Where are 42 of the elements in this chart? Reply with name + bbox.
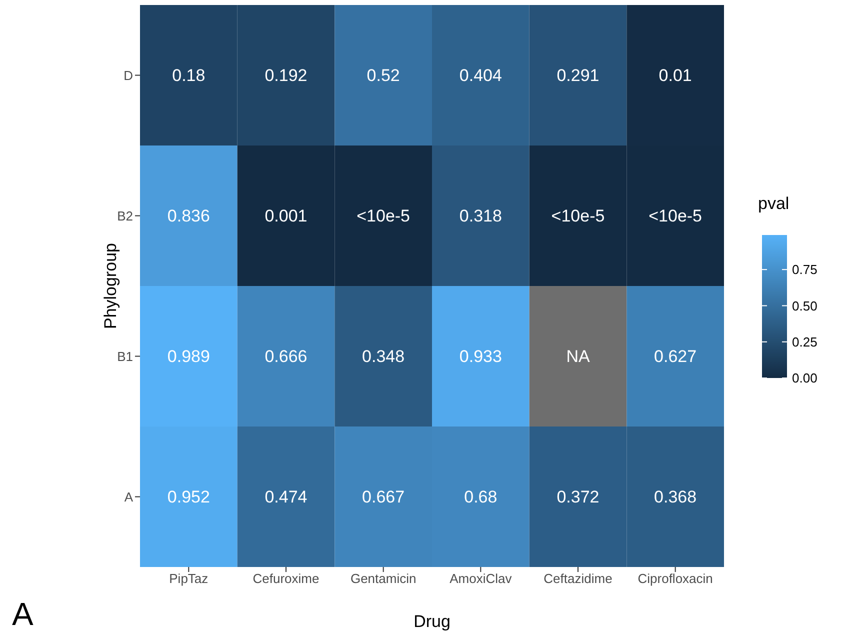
data-label: 0.836	[167, 206, 210, 226]
text: A	[12, 596, 34, 633]
data-label: 0.192	[264, 66, 308, 86]
data-label: 0.666	[264, 347, 308, 366]
data-label: 0.318	[459, 206, 502, 226]
data-label: 0.474	[264, 488, 308, 507]
x-tick-label: Ceftazidime	[544, 571, 612, 586]
data-label: 0.989	[167, 347, 210, 366]
x-tick-label: Gentamicin	[350, 571, 416, 586]
x-tick-label: AmoxiClav	[450, 571, 512, 586]
color-bar-label: 0.00	[792, 370, 818, 386]
data-label: <10e-5	[356, 206, 410, 226]
legend-title: pval	[758, 194, 790, 213]
y-tick-label: B2	[117, 208, 133, 224]
data-label: 0.627	[654, 347, 697, 366]
data-label: 0.372	[556, 488, 600, 507]
x-tick-label: Ciprofloxacin	[638, 571, 713, 586]
data-label: 0.001	[264, 206, 308, 226]
data-label: <10e-5	[551, 206, 605, 226]
data-label: 0.952	[167, 488, 210, 507]
data-label: 0.01	[658, 66, 692, 86]
data-label: 0.348	[362, 347, 405, 366]
data-label: 0.404	[459, 66, 502, 86]
color-bar-label: 0.25	[792, 334, 818, 350]
x-tick-label: Cefuroxime	[252, 571, 320, 586]
y-tick-label: D	[124, 68, 133, 83]
text: NA	[566, 347, 590, 366]
data-label: <10e-5	[648, 206, 702, 226]
data-label: 0.667	[362, 488, 405, 507]
color-bar-label: 0.75	[792, 262, 818, 278]
data-label: 0.68	[464, 488, 498, 507]
x-axis-title: Drug	[414, 612, 450, 631]
y-axis-title: Phylogroup	[101, 242, 120, 330]
data-label: 0.18	[172, 66, 206, 86]
color-bar-label: 0.50	[792, 298, 818, 314]
data-label: 0.52	[366, 66, 400, 86]
x-tick-label: PipTaz	[169, 571, 208, 586]
data-label: 0.933	[459, 347, 502, 366]
data-label: 0.291	[556, 66, 600, 86]
y-tick-label: B1	[117, 348, 133, 364]
y-tick-label: A	[124, 489, 134, 504]
data-label: 0.368	[654, 488, 697, 507]
